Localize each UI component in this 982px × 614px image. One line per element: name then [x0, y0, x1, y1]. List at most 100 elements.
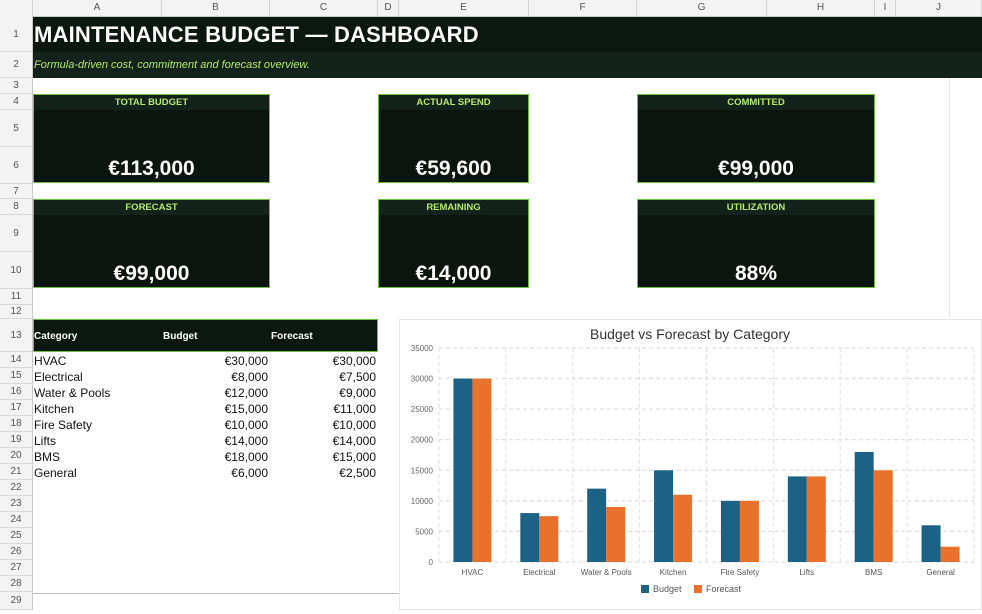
row-header-17[interactable]: 17 — [0, 400, 32, 416]
column-header-g[interactable]: G — [637, 0, 767, 16]
column-header-i[interactable]: I — [875, 0, 896, 16]
row-header-25[interactable]: 25 — [0, 528, 32, 544]
column-header-f[interactable]: F — [529, 0, 637, 16]
kpi-card-remaining[interactable]: REMAINING €14,000 — [378, 199, 529, 288]
y-tick-label: 0 — [429, 558, 434, 567]
x-tick-label: Fire Safety — [721, 568, 760, 577]
table-cell-category[interactable]: HVAC — [34, 354, 67, 368]
table-cell-budget[interactable]: €8,000 — [231, 370, 268, 384]
table-cell-category[interactable]: Water & Pools — [34, 386, 111, 400]
table-header-category[interactable]: Category — [34, 331, 78, 342]
row-header-20[interactable]: 20 — [0, 448, 32, 464]
row-header-18[interactable]: 18 — [0, 416, 32, 432]
row-header-21[interactable]: 21 — [0, 464, 32, 480]
table-cell-category[interactable]: Electrical — [34, 370, 83, 384]
grid-line — [33, 593, 399, 594]
kpi-value: €99,000 — [718, 157, 794, 180]
table-cell-budget[interactable]: €14,000 — [224, 434, 268, 448]
row-header-6[interactable]: 6 — [0, 147, 32, 184]
row-header-24[interactable]: 24 — [0, 512, 32, 528]
kpi-card-committed[interactable]: COMMITTED €99,000 — [637, 94, 875, 183]
table-cell-forecast[interactable]: €15,000 — [332, 450, 376, 464]
kpi-label: TOTAL BUDGET — [34, 95, 269, 110]
row-header-12[interactable]: 12 — [0, 305, 32, 319]
x-tick-label: Lifts — [799, 568, 814, 577]
bar-budget-lifts — [787, 476, 807, 562]
chart-container[interactable]: Budget vs Forecast by Category 0 5000 10000… — [399, 319, 982, 610]
column-header-j[interactable]: J — [896, 0, 982, 16]
table-cell-forecast[interactable]: €30,000 — [332, 354, 376, 368]
table-cell-budget[interactable]: €30,000 — [224, 354, 268, 368]
title-bar — [33, 17, 982, 52]
kpi-label: ACTUAL SPEND — [379, 95, 528, 110]
bar-forecast-hvac — [472, 378, 492, 562]
row-header-23[interactable]: 23 — [0, 496, 32, 512]
bar-forecast-bms — [873, 470, 893, 562]
table-cell-budget[interactable]: €18,000 — [224, 450, 268, 464]
kpi-card-forecast[interactable]: FORECAST €99,000 — [33, 199, 270, 288]
row-header-bar: 1 2 3 4 5 6 7 8 9 10 11 12 13 14 15 16 1… — [0, 16, 33, 610]
row-header-16[interactable]: 16 — [0, 384, 32, 400]
table-cell-forecast[interactable]: €14,000 — [332, 434, 376, 448]
kpi-card-actual-spend[interactable]: ACTUAL SPEND €59,600 — [378, 94, 529, 183]
table-cell-budget[interactable]: €12,000 — [224, 386, 268, 400]
row-header-1[interactable]: 1 — [0, 17, 32, 52]
row-header-5[interactable]: 5 — [0, 110, 32, 147]
row-header-27[interactable]: 27 — [0, 560, 32, 576]
grid-line — [949, 78, 950, 318]
row-header-9[interactable]: 9 — [0, 215, 32, 252]
row-header-28[interactable]: 28 — [0, 576, 32, 592]
column-header-a[interactable]: A — [33, 0, 162, 16]
table-cell-budget[interactable]: €15,000 — [224, 402, 268, 416]
row-header-19[interactable]: 19 — [0, 432, 32, 448]
x-tick-label: BMS — [865, 568, 882, 577]
column-header-h[interactable]: H — [767, 0, 875, 16]
page-title: MAINTENANCE BUDGET — DASHBOARD — [34, 22, 479, 47]
row-header-29[interactable]: 29 — [0, 592, 32, 610]
row-header-26[interactable]: 26 — [0, 544, 32, 560]
row-header-10[interactable]: 10 — [0, 252, 32, 289]
table-cell-category[interactable]: Kitchen — [34, 402, 75, 416]
table-cell-forecast[interactable]: €7,500 — [339, 370, 376, 384]
table-cell-category[interactable]: BMS — [34, 450, 61, 464]
kpi-card-utilization[interactable]: UTILIZATION 88% — [637, 199, 875, 288]
kpi-card-total-budget[interactable]: TOTAL BUDGET €113,000 — [33, 94, 270, 183]
bar-budget-water-pools — [587, 488, 607, 562]
table-header-forecast[interactable]: Forecast — [271, 331, 313, 342]
row-header-22[interactable]: 22 — [0, 480, 32, 496]
row-header-4[interactable]: 4 — [0, 94, 32, 110]
table-header-budget[interactable]: Budget — [163, 331, 198, 342]
column-header-c[interactable]: C — [270, 0, 378, 16]
select-all-corner[interactable] — [0, 0, 33, 16]
row-header-7[interactable]: 7 — [0, 184, 32, 199]
bar-chart: Budget vs Forecast by Category 0 5000 10000… — [411, 326, 975, 594]
bar-budget-hvac — [453, 378, 473, 562]
table-cell-category[interactable]: Fire Safety — [34, 418, 93, 432]
row-header-15[interactable]: 15 — [0, 368, 32, 384]
table-cell-category[interactable]: Lifts — [34, 434, 57, 448]
table-cell-budget[interactable]: €10,000 — [224, 418, 268, 432]
row-header-3[interactable]: 3 — [0, 78, 32, 94]
y-tick-label: 25000 — [411, 405, 434, 414]
row-header-8[interactable]: 8 — [0, 199, 32, 215]
table-header-bar — [33, 319, 378, 352]
column-header-e[interactable]: E — [399, 0, 529, 16]
table-cell-forecast[interactable]: €2,500 — [339, 466, 376, 480]
table-cell-forecast[interactable]: €11,000 — [333, 402, 377, 416]
table-cell-category[interactable]: General — [34, 466, 77, 480]
bar-forecast-lifts — [806, 476, 826, 562]
y-tick-label: 20000 — [411, 436, 434, 445]
kpi-value: 88% — [734, 262, 778, 285]
y-tick-label: 15000 — [411, 466, 434, 475]
x-tick-label: Kitchen — [660, 568, 687, 577]
table-cell-forecast[interactable]: €9,000 — [339, 386, 376, 400]
table-cell-budget[interactable]: €6,000 — [231, 466, 268, 480]
row-header-13[interactable]: 13 — [0, 319, 32, 352]
row-header-14[interactable]: 14 — [0, 352, 32, 368]
row-header-2[interactable]: 2 — [0, 52, 32, 78]
row-header-11[interactable]: 11 — [0, 289, 32, 305]
column-header-b[interactable]: B — [162, 0, 270, 16]
column-header-d[interactable]: D — [378, 0, 399, 16]
bar-forecast-kitchen — [673, 494, 693, 562]
table-cell-forecast[interactable]: €10,000 — [332, 418, 376, 432]
